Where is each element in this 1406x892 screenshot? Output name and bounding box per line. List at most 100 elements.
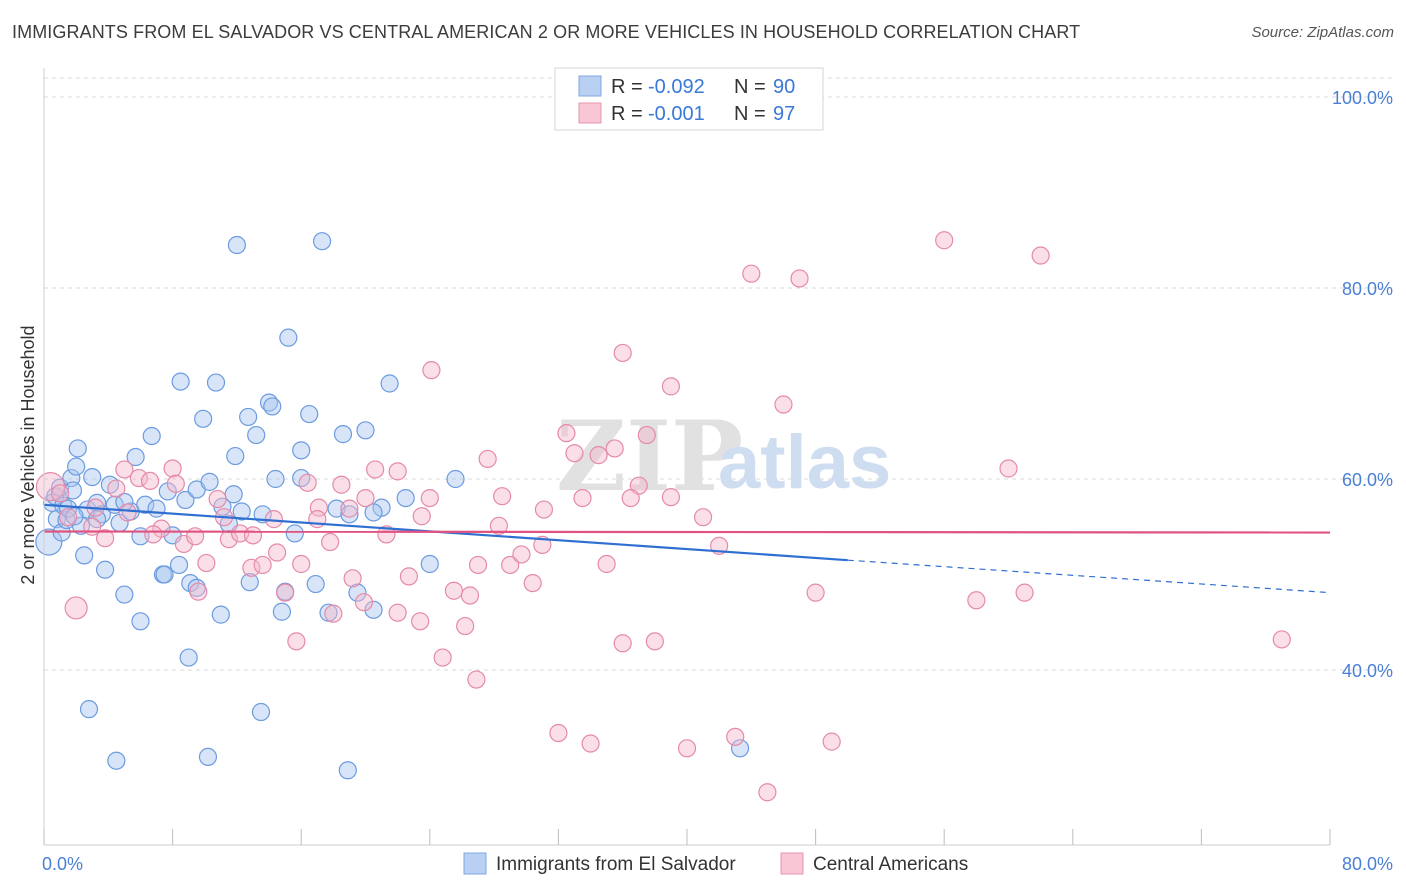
point-el-salvador: [279, 328, 298, 347]
point-central-american: [343, 569, 362, 588]
point-central-american: [118, 503, 137, 522]
point-central-american: [64, 596, 88, 620]
point-central-american: [95, 529, 115, 548]
point-el-salvador: [200, 472, 219, 491]
legend-r-value-2: -0.001: [648, 103, 705, 125]
point-el-salvador: [396, 489, 415, 508]
point-el-salvador: [131, 612, 150, 631]
point-central-american: [467, 670, 486, 689]
point-el-salvador: [285, 524, 304, 543]
point-el-salvador: [136, 495, 155, 514]
point-el-salvador: [126, 447, 145, 467]
point-el-salvador: [95, 560, 115, 579]
point-el-salvador: [206, 373, 226, 392]
point-el-salvador: [247, 425, 266, 445]
point-central-american: [253, 555, 272, 575]
point-el-salvador: [272, 602, 292, 621]
top-legend: R = -0.092 N = 90 R = -0.001 N = 97: [554, 67, 824, 131]
point-central-american: [468, 555, 488, 575]
point-central-american: [661, 488, 681, 507]
point-central-american: [967, 591, 986, 610]
point-el-salvador: [300, 404, 319, 424]
point-el-salvador: [730, 739, 750, 758]
point-central-american: [637, 425, 656, 445]
watermark-zip: ZIP: [556, 400, 743, 513]
point-el-salvador: [340, 505, 359, 524]
point-central-american: [287, 632, 306, 651]
point-central-american: [267, 543, 287, 562]
point-central-american: [324, 604, 343, 623]
point-central-american: [298, 473, 317, 492]
point-central-american: [420, 489, 439, 508]
point-el-salvador: [115, 585, 134, 604]
point-central-american: [243, 526, 263, 545]
point-el-salvador: [232, 502, 251, 521]
x-tick-label-left: 0.0%: [42, 854, 83, 874]
point-central-american: [742, 264, 761, 283]
bottom-legend-swatch-pink: [780, 852, 804, 875]
point-central-american: [613, 634, 632, 653]
point-el-salvador: [155, 565, 174, 584]
y-tick-label-80: 80.0%: [1342, 279, 1393, 299]
legend-r-label-1: R =: [611, 76, 643, 98]
point-el-salvador: [227, 235, 246, 255]
point-el-salvador: [198, 747, 218, 767]
point-central-american: [276, 583, 295, 602]
point-central-american: [321, 532, 340, 552]
point-central-american: [163, 459, 182, 478]
data-points: [35, 231, 1291, 802]
point-central-american: [501, 555, 520, 575]
point-el-salvador: [142, 426, 161, 446]
point-central-american: [340, 499, 359, 518]
point-central-american: [129, 468, 148, 488]
point-central-american: [460, 586, 480, 605]
point-central-american: [292, 554, 311, 574]
point-central-american: [523, 573, 542, 593]
point-central-american: [366, 460, 385, 479]
point-central-american: [412, 507, 431, 526]
legend-n-label-2: N =: [734, 103, 766, 125]
point-el-salvador: [176, 490, 195, 510]
source-label: Source: ZipAtlas.com: [1251, 24, 1394, 41]
point-central-american: [456, 616, 475, 636]
point-central-american: [197, 553, 216, 573]
point-central-american: [790, 269, 809, 288]
point-central-american: [557, 424, 576, 443]
point-el-salvador: [211, 605, 230, 624]
point-central-american: [573, 489, 592, 508]
point-central-american: [493, 487, 512, 506]
point-central-american: [388, 603, 407, 622]
point-el-salvador: [240, 573, 259, 592]
point-central-american: [533, 535, 552, 554]
point-central-american: [50, 484, 70, 503]
legend-swatch-blue: [578, 75, 602, 97]
point-central-american: [433, 648, 452, 667]
point-el-salvador: [67, 457, 86, 476]
legend-n-value-1: 90: [773, 76, 795, 98]
point-central-american: [186, 527, 205, 546]
legend-r-value-1: -0.092: [648, 76, 705, 98]
point-central-american: [1272, 630, 1291, 649]
point-central-american: [242, 558, 261, 577]
point-el-salvador: [348, 583, 367, 602]
bottom-legend: Immigrants from El Salvador Central Amer…: [463, 852, 968, 875]
point-central-american: [677, 739, 697, 758]
point-central-american: [478, 449, 497, 469]
y-tick-label-60: 60.0%: [1342, 470, 1393, 490]
point-central-american: [534, 500, 554, 519]
legend-n-label-1: N =: [734, 76, 766, 98]
point-el-salvador: [364, 600, 383, 619]
chart-title: IMMIGRANTS FROM EL SALVADOR VS CENTRAL A…: [12, 22, 1081, 42]
point-central-american: [411, 612, 430, 631]
point-el-salvador: [147, 499, 166, 518]
point-central-american: [107, 479, 126, 498]
point-central-american: [605, 439, 624, 458]
bottom-legend-label-pink: Central Americans: [813, 854, 968, 875]
point-el-salvador: [263, 397, 282, 416]
point-central-american: [1031, 246, 1050, 265]
point-central-american: [332, 475, 351, 494]
point-el-salvador: [75, 546, 94, 565]
point-central-american: [166, 474, 185, 493]
point-el-salvador: [364, 503, 383, 522]
point-central-american: [806, 583, 825, 602]
